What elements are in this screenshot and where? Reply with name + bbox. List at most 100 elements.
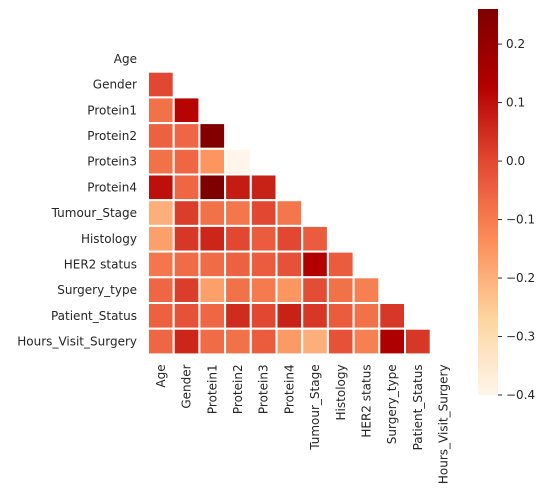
heatmap-cell-10-3 <box>224 302 252 330</box>
heatmap-cell-5-4 <box>249 173 278 202</box>
heatmap-cell-11-2 <box>198 327 227 356</box>
x-tick-label: Protein1 <box>205 364 219 414</box>
heatmap-cell-10-2 <box>198 302 227 330</box>
heatmap-cell-6-4 <box>249 199 278 227</box>
heatmap-cell-8-7 <box>326 250 355 279</box>
colorbar-tick-label: 0.1 <box>506 96 525 110</box>
heatmap-cell-7-4 <box>249 224 278 253</box>
x-tick-label: Histology <box>334 364 348 420</box>
colorbar-tick-label: −0.1 <box>506 213 535 227</box>
heatmap-cell-4-2 <box>198 147 227 176</box>
heatmap-cell-11-3 <box>224 327 252 356</box>
y-tick-label: HER2 status <box>64 257 137 271</box>
heatmap-cell-10-5 <box>275 302 304 330</box>
heatmap-cell-11-0 <box>147 327 175 356</box>
heatmap-cell-9-2 <box>198 276 227 304</box>
heatmap-cell-5-1 <box>172 173 201 202</box>
heatmap-cell-9-6 <box>301 276 329 304</box>
heatmap-cell-11-10 <box>404 327 432 356</box>
heatmap-cell-11-1 <box>172 327 201 356</box>
heatmap-cell-10-0 <box>147 302 175 330</box>
heatmap-cell-3-2 <box>198 122 227 150</box>
heatmap-cell-8-1 <box>172 250 201 279</box>
x-tick-label: Hours_Visit_Surgery <box>437 364 451 484</box>
colorbar-tick-label: −0.4 <box>506 388 535 402</box>
colorbar-tick-label: −0.3 <box>506 330 535 344</box>
heatmap-cell-7-0 <box>147 224 175 253</box>
x-tick-label: Protein2 <box>231 364 245 414</box>
colorbar-gradient <box>478 9 498 395</box>
colorbar-tick-label: 0.0 <box>506 154 525 168</box>
heatmap-cell-7-6 <box>301 224 329 253</box>
colorbar-tick-label: −0.2 <box>506 271 535 285</box>
x-tick-labels: Age Gender Protein1 Protein2 Protein3 Protein… <box>154 364 451 484</box>
heatmap-cell-8-5 <box>275 250 304 279</box>
heatmap-cell-10-9 <box>378 302 406 330</box>
y-tick-labels: Age Gender Protein1 Protein2 Protein3 Protein… <box>17 52 137 349</box>
x-tick-label: Gender <box>180 364 194 408</box>
y-tick-label: Surgery_type <box>57 283 137 297</box>
heatmap-cell-8-6 <box>301 250 329 279</box>
heatmap-cell-6-0 <box>147 199 175 227</box>
heatmap-cell-10-7 <box>326 302 355 330</box>
heatmap-cell-10-6 <box>301 302 329 330</box>
y-tick-label: Protein1 <box>87 103 137 117</box>
heatmap-cell-2-1 <box>172 96 201 125</box>
y-tick-label: Protein4 <box>87 180 137 194</box>
heatmap-cell-8-2 <box>198 250 227 279</box>
heatmap-cell-7-2 <box>198 224 227 253</box>
heatmap-cell-7-3 <box>224 224 252 253</box>
y-tick-label: Patient_Status <box>51 309 137 323</box>
heatmap-cell-11-8 <box>352 327 381 356</box>
heatmap-cell-6-1 <box>172 199 201 227</box>
heatmap-cell-6-5 <box>275 199 304 227</box>
y-tick-label: Age <box>114 52 137 66</box>
y-tick-label: Gender <box>93 78 137 92</box>
heatmap-cell-9-7 <box>326 276 355 304</box>
heatmap-cell-4-1 <box>172 147 201 176</box>
heatmap-cell-10-8 <box>352 302 381 330</box>
y-tick-label: Histology <box>81 232 137 246</box>
heatmap-cell-3-1 <box>172 122 201 150</box>
heatmap-cell-7-5 <box>275 224 304 253</box>
heatmap-cell-1-0 <box>147 70 175 99</box>
x-tick-label: Surgery_type <box>385 364 399 444</box>
heatmap-cell-11-5 <box>275 327 304 356</box>
heatmap-cell-7-1 <box>172 224 201 253</box>
x-tick-label: Patient_Status <box>411 364 425 450</box>
heatmap-cell-11-7 <box>326 327 355 356</box>
heatmap-cells <box>147 70 432 356</box>
heatmap-cell-9-4 <box>249 276 278 304</box>
heatmap-cell-5-2 <box>198 173 227 202</box>
colorbar: 0.2 0.1 0.0 −0.1 −0.2 −0.3 −0.4 <box>478 9 535 402</box>
x-tick-label: Tumour_Stage <box>308 364 322 450</box>
y-tick-label: Protein2 <box>87 129 137 143</box>
heatmap-cell-5-3 <box>224 173 252 202</box>
x-tick-label: HER2 status <box>359 364 373 437</box>
heatmap-cell-4-0 <box>147 147 175 176</box>
heatmap-cell-6-2 <box>198 199 227 227</box>
x-tick-label: Age <box>154 364 168 387</box>
colorbar-tick-label: 0.2 <box>506 37 525 51</box>
heatmap-cell-2-0 <box>147 96 175 125</box>
heatmap-cell-6-3 <box>224 199 252 227</box>
y-tick-label: Hours_Visit_Surgery <box>17 335 137 349</box>
y-tick-label: Protein3 <box>87 155 137 169</box>
heatmap-cell-11-6 <box>301 327 329 356</box>
heatmap-cell-11-9 <box>378 327 406 356</box>
heatmap-cell-8-3 <box>224 250 252 279</box>
heatmap-cell-9-3 <box>224 276 252 304</box>
x-tick-label: Protein4 <box>282 364 296 414</box>
heatmap-cell-9-8 <box>352 276 381 304</box>
heatmap-cell-8-4 <box>249 250 278 279</box>
heatmap-cell-9-1 <box>172 276 201 304</box>
heatmap-cell-9-0 <box>147 276 175 304</box>
heatmap-cell-11-4 <box>249 327 278 356</box>
x-tick-label: Protein3 <box>257 364 271 414</box>
heatmap-cell-4-3 <box>224 147 252 176</box>
y-tick-label: Tumour_Stage <box>51 206 137 220</box>
heatmap-cell-5-0 <box>147 173 175 202</box>
heatmap-cell-9-5 <box>275 276 304 304</box>
heatmap-cell-3-0 <box>147 122 175 150</box>
